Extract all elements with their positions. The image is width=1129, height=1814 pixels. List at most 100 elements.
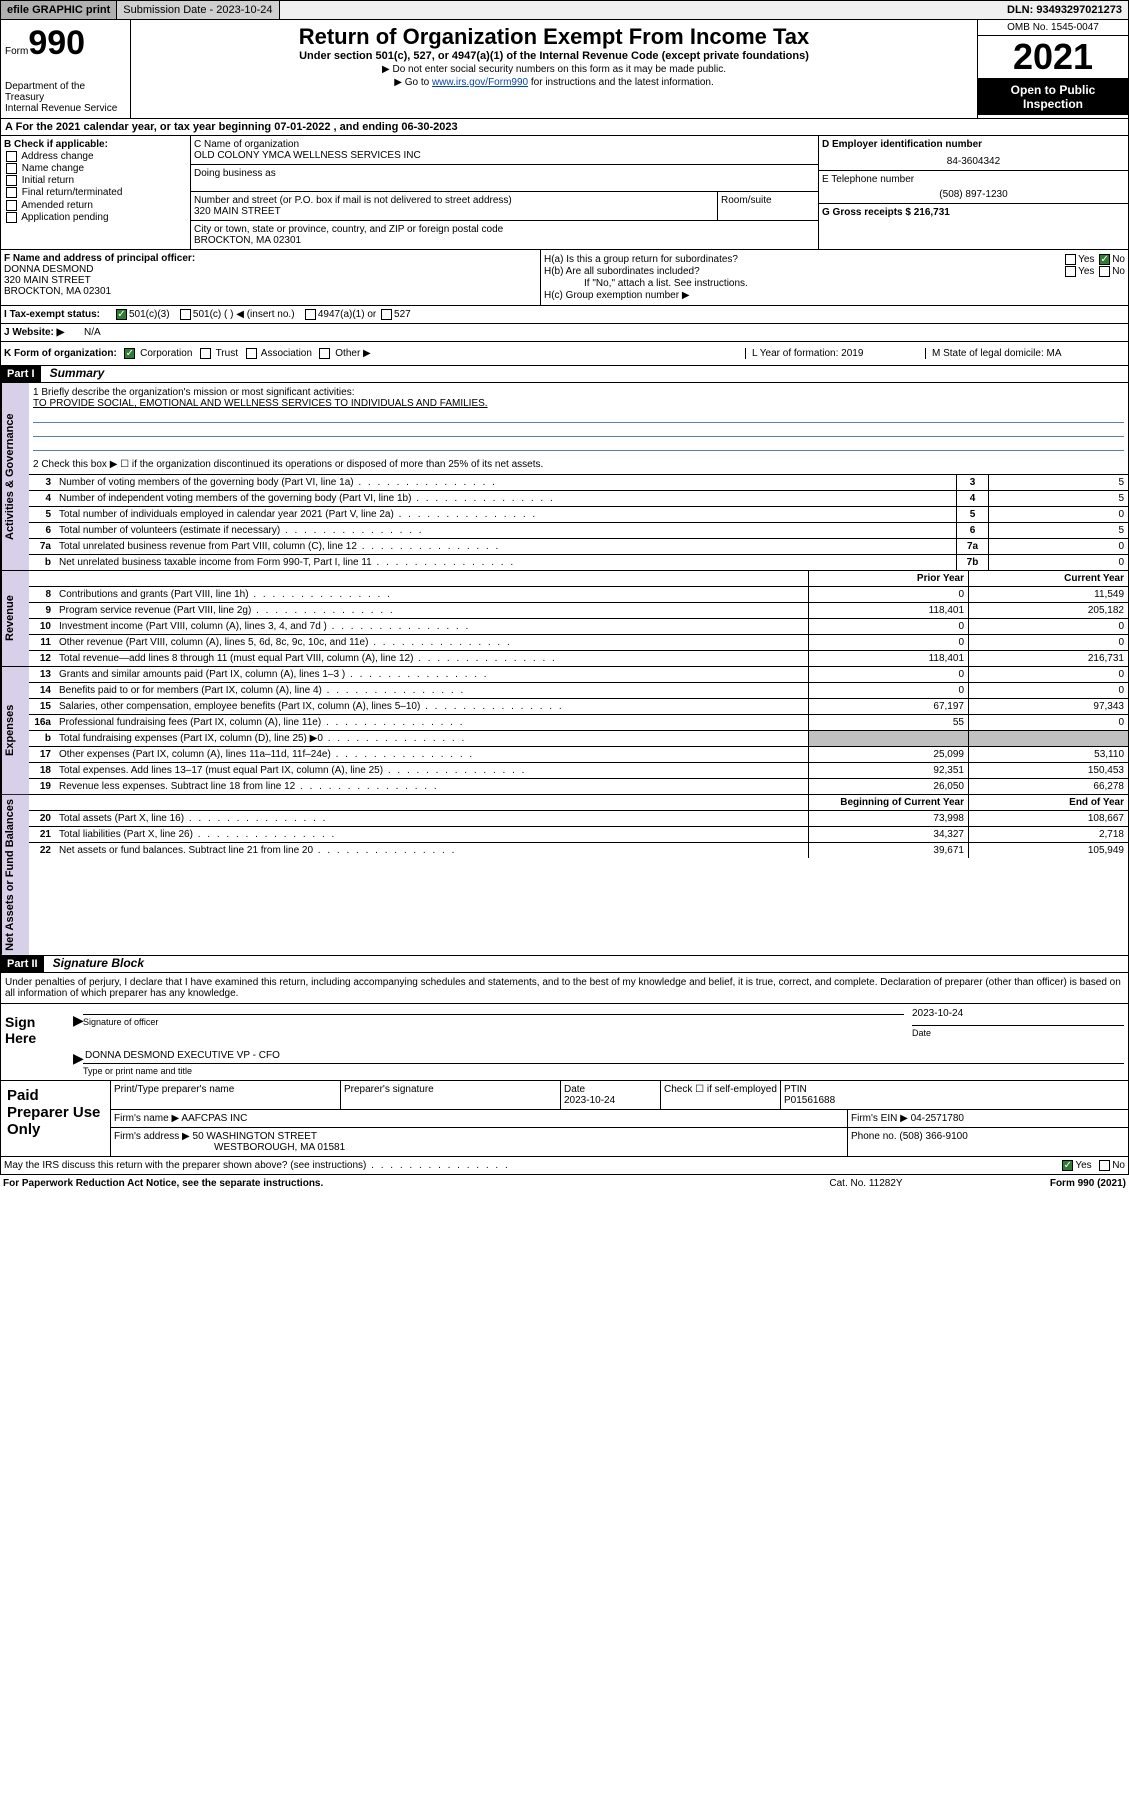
- street-label: Number and street (or P.O. box if mail i…: [194, 195, 714, 206]
- preparer-block: Paid Preparer Use Only Print/Type prepar…: [0, 1081, 1129, 1157]
- line-12: 12 Total revenue—add lines 8 through 11 …: [29, 651, 1128, 666]
- line-18: 18 Total expenses. Add lines 13–17 (must…: [29, 763, 1128, 779]
- check-other[interactable]: [319, 348, 330, 359]
- gov-lines: 3 Number of voting members of the govern…: [29, 475, 1128, 570]
- check-corp[interactable]: ✓: [124, 348, 135, 359]
- opt-amended[interactable]: Amended return: [4, 200, 187, 211]
- sign-right: ▶ Signature of officer 2023-10-24 Date ▶…: [71, 1004, 1128, 1080]
- sign-here-label: Sign Here: [1, 1004, 71, 1080]
- prior-val: [808, 731, 968, 746]
- prior-val: 0: [808, 587, 968, 602]
- rev-head-blank: [29, 571, 55, 586]
- line-num: 5: [29, 507, 55, 522]
- curr-val: 11,549: [968, 587, 1128, 602]
- line-box: 5: [956, 507, 988, 522]
- form-header: Form990 Department of the Treasury Inter…: [0, 20, 1129, 119]
- opt-address-change[interactable]: Address change: [4, 151, 187, 162]
- prep-ptin: PTINP01561688: [781, 1081, 1128, 1109]
- prep-date: Date2023-10-24: [561, 1081, 661, 1109]
- discuss-yes-check[interactable]: ✓: [1062, 1160, 1073, 1171]
- phone-label: E Telephone number: [822, 174, 1125, 185]
- sig-officer-label: Signature of officer: [83, 1017, 904, 1027]
- box-f: F Name and address of principal officer:…: [1, 250, 541, 305]
- prior-val: 67,197: [808, 699, 968, 714]
- line-9: 9 Program service revenue (Part VIII, li…: [29, 603, 1128, 619]
- line-text: Net unrelated business taxable income fr…: [55, 555, 956, 570]
- prep-row-1: Print/Type preparer's name Preparer's si…: [111, 1081, 1128, 1110]
- check-assoc[interactable]: [246, 348, 257, 359]
- line-num: b: [29, 731, 55, 746]
- line-13: 13 Grants and similar amounts paid (Part…: [29, 667, 1128, 683]
- rev-header: Prior Year Current Year: [29, 571, 1128, 587]
- street-box: Number and street (or P.O. box if mail i…: [191, 192, 718, 221]
- sig-date-label: Date: [912, 1028, 1124, 1038]
- opt-initial-return[interactable]: Initial return: [4, 175, 187, 186]
- check-4947[interactable]: [305, 309, 316, 320]
- end-year-head: End of Year: [968, 795, 1128, 810]
- sig-officer-line[interactable]: ▶: [83, 1010, 904, 1015]
- tax-period: For the 2021 calendar year, or tax year …: [16, 121, 458, 133]
- check-trust[interactable]: [200, 348, 211, 359]
- rev-lines: 8 Contributions and grants (Part VIII, l…: [29, 587, 1128, 666]
- prior-val: 0: [808, 635, 968, 650]
- opt-name-change[interactable]: Name change: [4, 163, 187, 174]
- check-501c[interactable]: [180, 309, 191, 320]
- box-c: C Name of organization OLD COLONY YMCA W…: [191, 136, 818, 249]
- opt-app-pending[interactable]: Application pending: [4, 212, 187, 223]
- opt-trust: Trust: [216, 348, 238, 359]
- city-value: BROCKTON, MA 02301: [194, 235, 815, 246]
- prior-val: 26,050: [808, 779, 968, 794]
- omb-number: OMB No. 1545-0047: [978, 20, 1128, 36]
- side-exp: Expenses: [1, 667, 29, 794]
- line-text: Professional fundraising fees (Part IX, …: [55, 715, 808, 730]
- irs-link[interactable]: www.irs.gov/Form990: [432, 77, 528, 88]
- discuss-row: May the IRS discuss this return with the…: [0, 1157, 1129, 1175]
- prior-val: 0: [808, 683, 968, 698]
- suite-label: Room/suite: [721, 195, 815, 206]
- line-text: Total number of individuals employed in …: [55, 507, 956, 522]
- line-text: Investment income (Part VIII, column (A)…: [55, 619, 808, 634]
- line-box: 7b: [956, 555, 988, 570]
- check-527[interactable]: [381, 309, 392, 320]
- firm-addr: Firm's address ▶ 50 WASHINGTON STREETWES…: [111, 1128, 848, 1156]
- sig-name-value: DONNA DESMOND EXECUTIVE VP - CFO: [85, 1050, 280, 1061]
- line-box: 7a: [956, 539, 988, 554]
- open-inspection: Open to Public Inspection: [978, 79, 1128, 115]
- line-val: 5: [988, 523, 1128, 538]
- line-10: 10 Investment income (Part VIII, column …: [29, 619, 1128, 635]
- discuss-no-check[interactable]: [1099, 1160, 1110, 1171]
- city-box: City or town, state or province, country…: [191, 221, 818, 249]
- check-501c3[interactable]: ✓: [116, 309, 127, 320]
- line-text: Total revenue—add lines 8 through 11 (mu…: [55, 651, 808, 666]
- form-title: Return of Organization Exempt From Incom…: [139, 24, 969, 50]
- line-text: Salaries, other compensation, employee b…: [55, 699, 808, 714]
- gov-line-7a: 7a Total unrelated business revenue from…: [29, 539, 1128, 555]
- line-box: 3: [956, 475, 988, 490]
- hb-yn: Yes No: [1063, 266, 1125, 277]
- pra-notice: For Paperwork Reduction Act Notice, see …: [3, 1178, 766, 1189]
- right-col: D Employer identification number 84-3604…: [818, 136, 1128, 249]
- opt-final-return[interactable]: Final return/terminated: [4, 187, 187, 198]
- sig-date-line: [912, 1021, 1124, 1026]
- form-subtitle: Under section 501(c), 527, or 4947(a)(1)…: [139, 50, 969, 62]
- curr-val: 150,453: [968, 763, 1128, 778]
- gov-line-5: 5 Total number of individuals employed i…: [29, 507, 1128, 523]
- gross-label: G Gross receipts $: [822, 207, 911, 218]
- line-num: 19: [29, 779, 55, 794]
- mission-q2: 2 Check this box ▶ ☐ if the organization…: [33, 459, 1124, 470]
- line-text: Other expenses (Part IX, column (A), lin…: [55, 747, 808, 762]
- dln: DLN: 93493297021273: [1001, 1, 1128, 19]
- officer-name: DONNA DESMOND: [4, 264, 537, 275]
- curr-val: 0: [968, 619, 1128, 634]
- part-1-title: Summary: [50, 366, 105, 380]
- org-info-block: B Check if applicable: Address change Na…: [0, 136, 1129, 250]
- part-1-num: Part I: [1, 366, 41, 382]
- line-num: 16a: [29, 715, 55, 730]
- box-b: B Check if applicable: Address change Na…: [1, 136, 191, 249]
- f-h-row: F Name and address of principal officer:…: [0, 250, 1129, 306]
- f-label: F Name and address of principal officer:: [4, 253, 537, 264]
- prep-self-emp: Check ☐ if self-employed: [661, 1081, 781, 1109]
- line-num: 17: [29, 747, 55, 762]
- line-num: 21: [29, 827, 55, 842]
- efile-label[interactable]: efile GRAPHIC print: [1, 1, 117, 19]
